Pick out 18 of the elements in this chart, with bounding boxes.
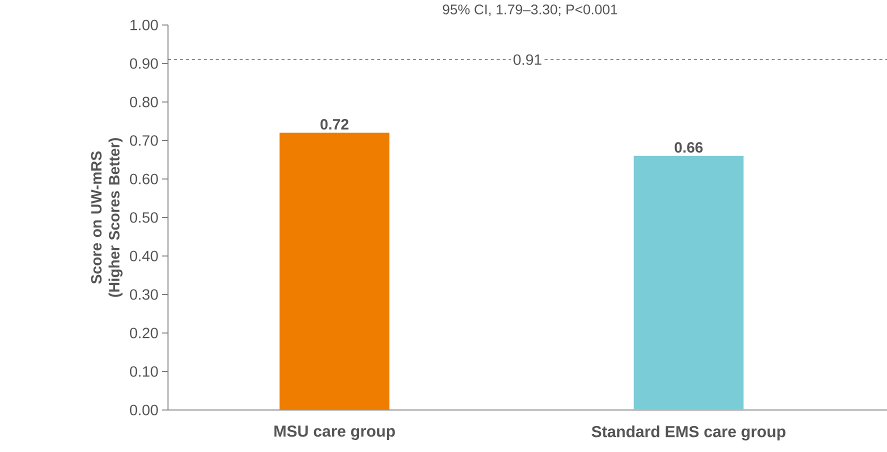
y-tick-label: 0.10: [130, 366, 158, 377]
y-tick-label: 0.50: [130, 212, 158, 223]
y-tick-label: 0.00: [130, 404, 158, 416]
ref-line-label: 0.91: [514, 54, 542, 65]
x-tick-label: MSU care group: [274, 426, 395, 440]
y-tick-label: 1.00: [130, 20, 158, 30]
y-tick-label: 0.90: [130, 58, 158, 69]
y-tick-label: 0.20: [130, 328, 158, 338]
y-tick-label: 0.40: [130, 250, 158, 262]
data-label: 0.72: [320, 119, 348, 130]
text: 95% CI, 1.79–3.30; P<0.001: [442, 4, 618, 16]
y-axis-title: Score on UW-mRS (Higher Scores Better): [91, 138, 123, 297]
x-tick-label: Standard EMS care group: [592, 426, 786, 440]
data-label: 0.66: [674, 142, 703, 153]
y-tick-label: 0.60: [130, 174, 158, 184]
y-tick-label: 0.70: [130, 135, 158, 146]
y-tick-label: 0.30: [130, 289, 158, 300]
y-tick-label: 0.80: [130, 96, 158, 108]
